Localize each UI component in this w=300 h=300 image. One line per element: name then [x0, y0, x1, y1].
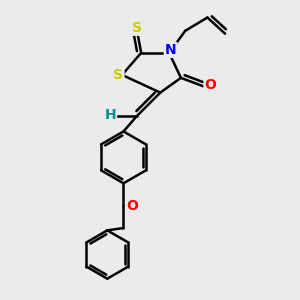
Text: N: N: [165, 43, 176, 57]
Text: O: O: [204, 78, 216, 92]
Text: O: O: [126, 199, 138, 213]
Text: S: S: [113, 68, 124, 82]
Text: S: S: [132, 21, 142, 35]
Text: H: H: [104, 108, 116, 122]
